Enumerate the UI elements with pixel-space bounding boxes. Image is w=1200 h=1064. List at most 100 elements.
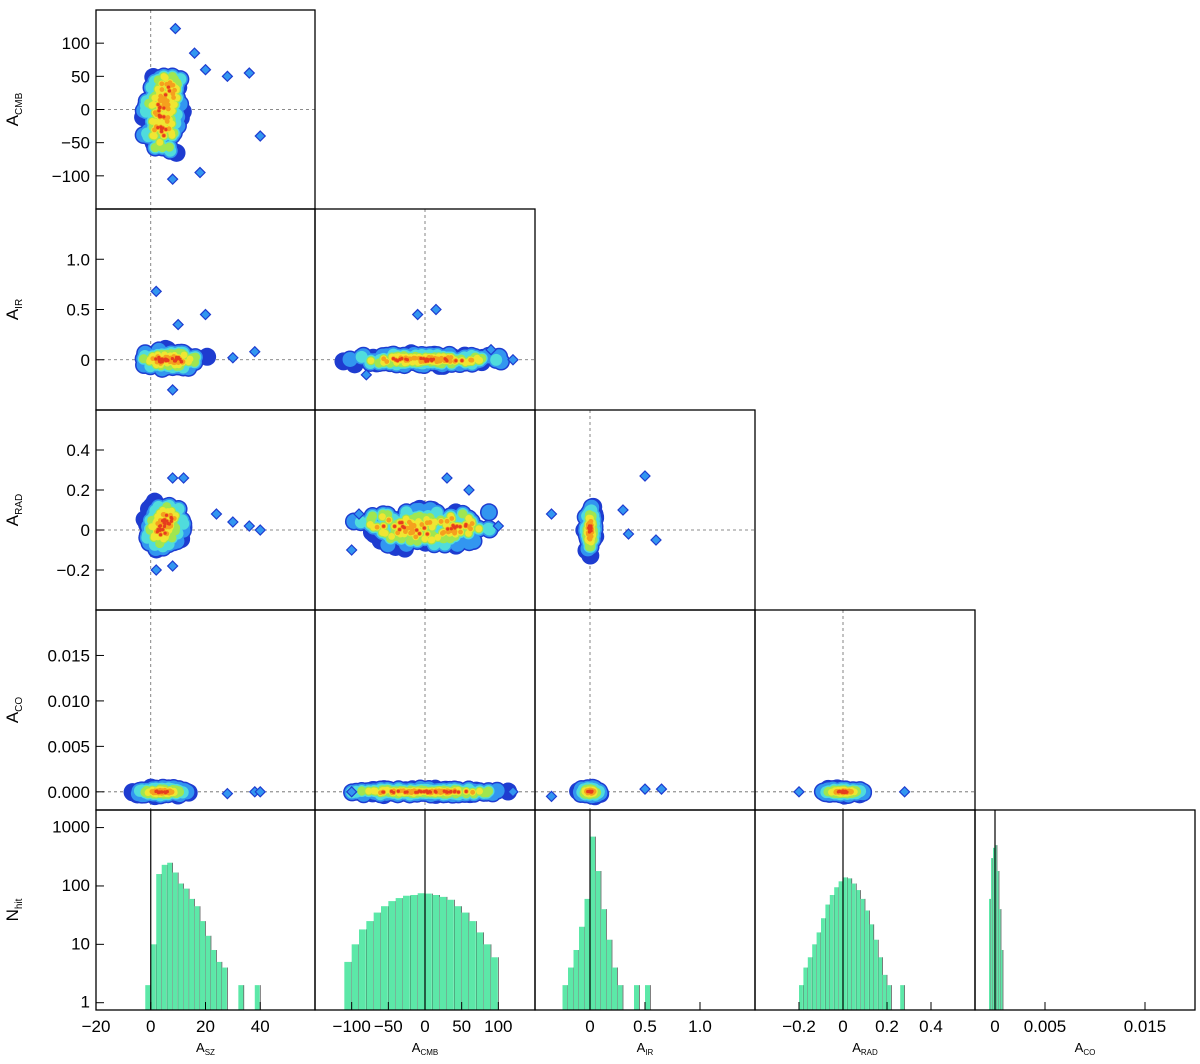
outlier-point [254,524,267,536]
panel-density [535,410,755,610]
density-point [446,527,450,531]
density-point [178,357,182,361]
density-point [441,529,447,535]
density-point [434,534,442,541]
density-point [427,520,433,525]
density-point [170,91,176,97]
panel-density [315,410,535,610]
density-point [413,534,419,540]
outlier-point [227,351,239,364]
panel-acmb-vs-asz [96,10,315,209]
outlier-point [188,47,201,59]
density-point [170,101,178,108]
density-point [422,526,426,530]
density-point [407,356,413,362]
density-point [431,357,436,361]
density-point [402,526,407,530]
density-point [158,105,162,109]
outlier-point [243,67,256,79]
panel-density [96,10,315,209]
density-point [158,93,164,99]
density-point [386,517,392,523]
density-point [378,529,386,536]
outlier-point [199,63,212,76]
panel-air-vs-asz [96,209,315,410]
outlier-point [150,285,163,298]
density-point [408,522,414,527]
density-point [156,102,160,107]
panel-arad-vs-asz [96,410,315,610]
density-point [162,524,167,529]
outlier-point [492,520,505,532]
outlier-point [227,516,239,528]
density-point [438,519,444,524]
outlier-point [411,308,424,321]
density-point [174,355,179,360]
density-point [412,355,418,361]
density-point [454,359,458,363]
outlier-point [353,508,365,520]
outlier-point [221,70,234,83]
density-point [366,521,374,528]
density-point [391,357,395,361]
panel-density [315,209,535,410]
density-point [449,516,455,521]
density-point [475,525,483,533]
density-point [150,132,158,140]
density-point [342,351,358,367]
density-point [419,356,423,361]
density-point [445,529,451,535]
density-point [169,519,173,523]
density-point [354,516,367,529]
density-point [150,101,157,108]
density-point [177,517,190,530]
density-point [388,533,396,540]
density-point [180,351,188,359]
density-point [481,504,497,520]
density-point [157,355,161,360]
density-point [458,509,468,519]
outlier-point [345,544,358,556]
panel-density [96,209,315,410]
outlier-point [166,560,179,572]
outlier-point [177,472,190,484]
density-point [150,356,156,362]
density-point [410,530,416,535]
density-point [154,357,158,361]
density-point [419,522,425,527]
density-point [150,534,158,541]
density-point [163,93,168,97]
density-point [395,359,400,363]
density-point [425,532,429,536]
density-point [449,527,453,531]
outlier-point [169,22,182,35]
density-point [393,524,397,528]
density-point [157,359,162,364]
panel-arad-vs-air [535,410,755,610]
density-point [417,532,422,536]
density-point [162,521,166,525]
density-point [421,535,429,543]
density-point [161,98,167,104]
density-point [464,523,468,527]
density-point [162,518,166,522]
density-point [458,525,462,529]
panel-air-vs-acmb [315,209,535,410]
density-point [166,85,171,89]
density-point [170,356,174,361]
outlier-point [463,484,475,496]
density-point [381,356,387,362]
density-point [165,106,171,112]
density-point [164,513,169,517]
density-point [165,519,169,523]
density-point [168,129,176,137]
density-point [158,533,163,537]
panel-arad-vs-acmb [315,410,535,610]
outlier-point [254,130,267,142]
density-point [167,89,172,93]
density-point [180,360,184,364]
density-point [156,527,160,532]
density-point [458,529,463,535]
density-point [490,353,503,366]
density-point [421,357,426,361]
